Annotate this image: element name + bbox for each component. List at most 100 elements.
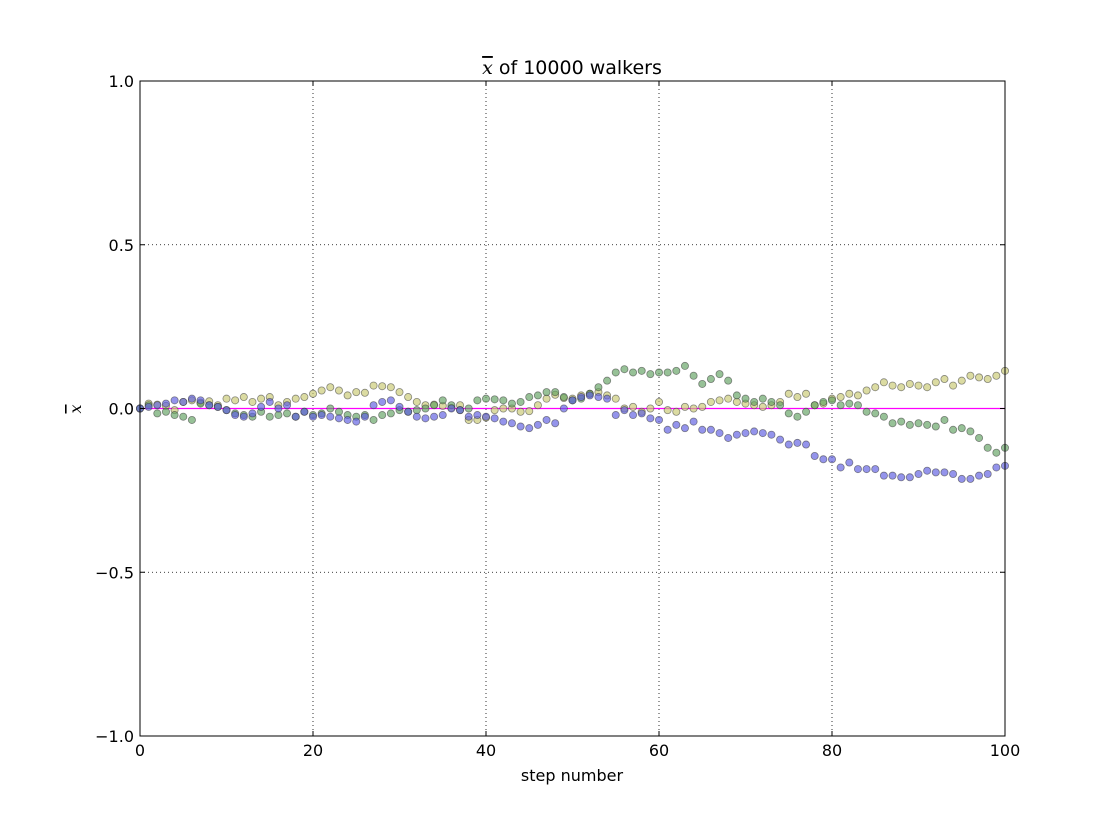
data-point <box>897 383 906 392</box>
data-point <box>680 361 689 370</box>
data-point <box>888 381 897 390</box>
data-point <box>343 391 352 400</box>
data-point <box>239 412 248 421</box>
data-point <box>265 397 274 406</box>
data-point <box>326 383 335 392</box>
data-point <box>914 381 923 390</box>
data-point <box>957 424 966 433</box>
data-point <box>767 430 776 439</box>
data-point <box>836 401 845 410</box>
data-point <box>603 394 612 403</box>
data-point <box>663 425 672 434</box>
data-point <box>983 375 992 384</box>
data-point <box>161 399 170 408</box>
chart-title-text: of 10000 walkers <box>493 57 662 79</box>
data-point <box>992 448 1001 457</box>
y-tick-label: 0.0 <box>109 400 134 419</box>
x-axis-label: step number <box>521 766 624 785</box>
data-point <box>594 383 603 392</box>
data-point <box>966 427 975 436</box>
data-point <box>620 406 629 415</box>
data-point <box>732 430 741 439</box>
data-point <box>983 469 992 478</box>
data-point <box>430 401 439 410</box>
series-3 <box>135 391 1010 483</box>
data-point <box>248 397 257 406</box>
data-point <box>161 407 170 416</box>
data-point <box>975 471 984 480</box>
y-tick-label: 1.0 <box>109 72 134 91</box>
data-point <box>776 435 785 444</box>
data-point <box>828 396 837 405</box>
data-point <box>724 394 733 403</box>
data-point <box>239 393 248 402</box>
data-point <box>516 397 525 406</box>
data-point <box>845 458 854 467</box>
data-point <box>949 425 958 434</box>
data-point <box>810 451 819 460</box>
data-point <box>481 412 490 421</box>
data-point <box>559 393 568 402</box>
data-point <box>404 393 413 402</box>
data-point <box>793 393 802 402</box>
data-point <box>412 412 421 421</box>
data-point <box>283 409 292 418</box>
data-point <box>499 396 508 405</box>
data-point <box>931 422 940 431</box>
data-point <box>421 404 430 413</box>
data-point <box>698 425 707 434</box>
data-point <box>525 393 534 402</box>
data-point <box>845 399 854 408</box>
data-point <box>949 469 958 478</box>
data-point <box>836 463 845 472</box>
data-point <box>412 397 421 406</box>
data-point <box>231 396 240 405</box>
data-point <box>940 375 949 384</box>
data-point <box>931 378 940 387</box>
data-point <box>741 394 750 403</box>
data-point <box>490 406 499 415</box>
data-point <box>308 389 317 398</box>
data-point <box>715 370 724 379</box>
data-point <box>784 440 793 449</box>
chart-title-math: x <box>482 57 493 79</box>
data-point <box>897 473 906 482</box>
data-point <box>680 424 689 433</box>
data-point <box>404 407 413 416</box>
data-point <box>248 409 257 418</box>
data-point <box>326 412 335 421</box>
data-point <box>187 394 196 403</box>
data-point <box>862 386 871 395</box>
data-point <box>992 371 1001 380</box>
data-point <box>490 414 499 423</box>
data-point <box>369 415 378 424</box>
data-point <box>828 455 837 464</box>
data-point <box>802 389 811 398</box>
data-point <box>776 401 785 410</box>
data-point <box>741 429 750 438</box>
data-point <box>672 407 681 416</box>
data-point <box>689 404 698 413</box>
data-point <box>758 394 767 403</box>
data-point <box>542 394 551 403</box>
data-point <box>533 391 542 400</box>
data-point <box>352 388 361 397</box>
data-point <box>975 373 984 382</box>
data-point <box>750 397 759 406</box>
data-point <box>957 376 966 385</box>
data-point <box>871 465 880 474</box>
data-point <box>334 386 343 395</box>
data-point <box>542 415 551 424</box>
data-point <box>853 401 862 410</box>
data-point <box>456 406 465 415</box>
data-point <box>914 419 923 428</box>
data-point <box>187 415 196 424</box>
data-point <box>499 417 508 426</box>
data-point <box>646 404 655 413</box>
data-point <box>481 394 490 403</box>
data-point <box>879 378 888 387</box>
x-tick-label: 80 <box>822 741 842 760</box>
data-point <box>464 404 473 413</box>
data-point <box>655 397 664 406</box>
